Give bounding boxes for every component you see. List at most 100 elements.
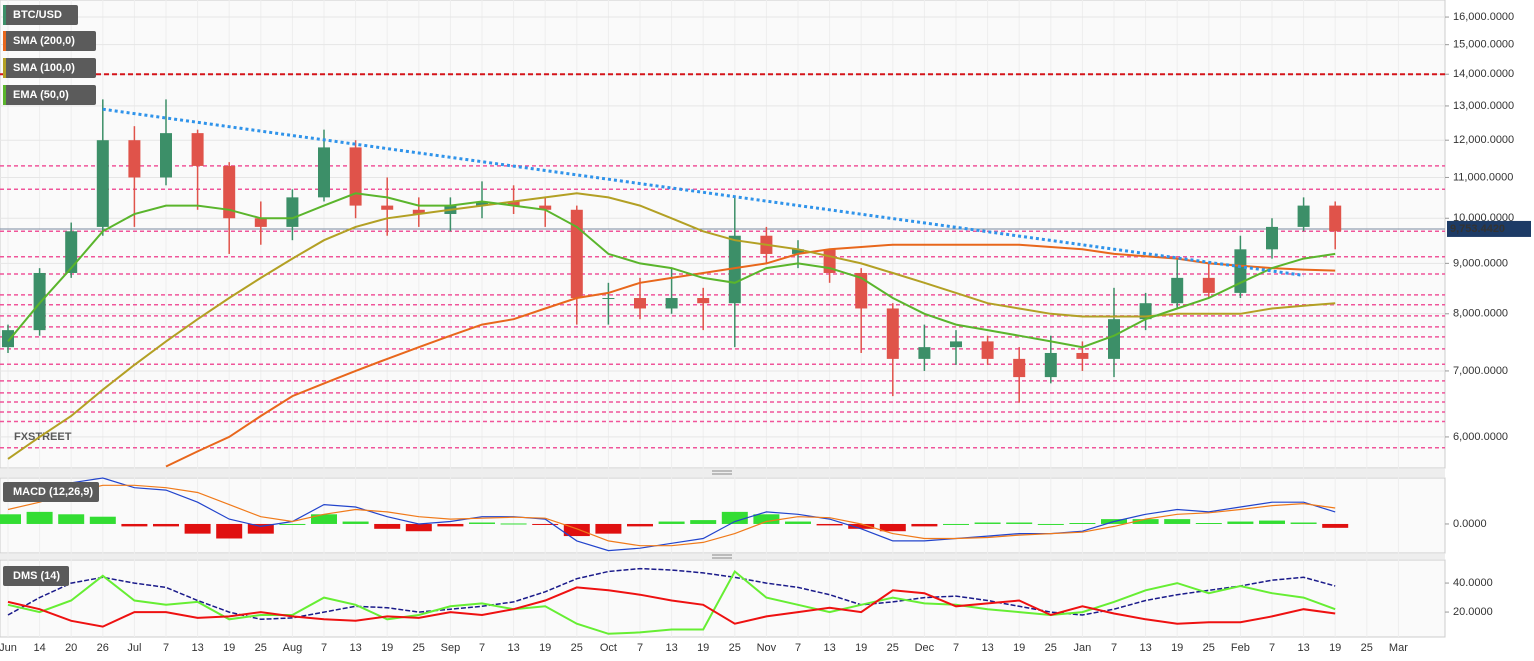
x-tick-label: Aug <box>283 642 303 654</box>
y-tick-label: 20.0000 <box>1453 606 1493 618</box>
minus-di-line <box>7 586 1336 628</box>
histogram-bar <box>0 514 21 524</box>
legend-text: SMA (100,0) <box>13 62 75 74</box>
candle-body <box>1234 249 1247 293</box>
histogram-bar <box>1290 522 1317 524</box>
histogram-bar <box>247 523 274 534</box>
candle-body <box>539 205 552 210</box>
histogram-bar <box>753 514 780 524</box>
candle-body <box>1013 358 1026 378</box>
y-tick-label: 6,000.0000 <box>1453 431 1508 443</box>
candle-body <box>33 272 46 331</box>
legend-box[interactable] <box>3 31 96 51</box>
legend-text: MACD (12,26,9) <box>13 486 93 498</box>
y-tick-label: 16,000.0000 <box>1453 11 1514 23</box>
x-tick-label: Jun <box>0 642 17 654</box>
x-tick-label: 13 <box>349 642 361 654</box>
x-tick-label: 13 <box>823 642 835 654</box>
candle-body <box>160 133 172 178</box>
x-tick-label: Nov <box>757 642 777 654</box>
candle-body <box>1076 352 1089 359</box>
histogram-bar <box>1164 519 1191 524</box>
histogram-bar <box>121 523 148 527</box>
histogram-bar <box>500 523 527 525</box>
legend-box[interactable] <box>3 58 96 78</box>
histogram-bar <box>1132 519 1159 524</box>
legend-box[interactable] <box>3 5 78 25</box>
y-tick-label: 0.0000 <box>1453 518 1487 530</box>
dms-panel <box>0 559 1446 638</box>
histogram-bar <box>816 523 843 526</box>
histogram-bar <box>943 523 969 525</box>
x-tick-label: 13 <box>507 642 519 654</box>
y-tick-label: 40.0000 <box>1453 577 1493 589</box>
last-price-label: 9,753.4420 <box>1450 223 1505 235</box>
histogram-bar <box>848 523 875 529</box>
x-tick-label: 19 <box>1329 642 1341 654</box>
y-tick-label: 9,000.0000 <box>1453 257 1508 269</box>
x-tick-label: 7 <box>637 642 643 654</box>
x-tick-label: 20 <box>65 642 77 654</box>
legend-box[interactable] <box>3 482 99 502</box>
candle-body <box>128 140 141 178</box>
candle-body <box>223 165 236 219</box>
candle-body <box>318 147 330 198</box>
x-tick-label: 7 <box>479 642 485 654</box>
candle-body <box>1202 277 1215 293</box>
candle-body <box>697 298 710 304</box>
x-tick-label: 13 <box>1139 642 1151 654</box>
histogram-bar <box>153 523 179 527</box>
x-tick-label: 13 <box>981 642 993 654</box>
candle-body <box>2 330 14 348</box>
x-tick-label: Mar <box>1389 642 1408 654</box>
legend-text: DMS (14) <box>13 570 60 582</box>
y-tick-label: 13,000.0000 <box>1453 100 1514 112</box>
histogram-bar <box>532 523 559 525</box>
candle-body <box>65 231 78 273</box>
x-tick-label: 25 <box>1361 642 1373 654</box>
legend-swatch <box>3 31 6 51</box>
x-tick-label: Feb <box>1231 642 1250 654</box>
candle-body <box>665 298 678 309</box>
candle-body <box>191 133 204 166</box>
panel-divider[interactable] <box>0 469 1445 477</box>
candle-body <box>254 218 267 227</box>
x-tick-label: Jan <box>1074 642 1092 654</box>
y-tick-label: 14,000.0000 <box>1453 68 1514 80</box>
histogram-bar <box>374 523 401 529</box>
candle-body <box>1266 226 1278 250</box>
legend-box[interactable] <box>3 566 69 586</box>
x-tick-label: 13 <box>665 642 677 654</box>
y-tick-label: 11,000.0000 <box>1453 171 1513 183</box>
x-tick-label: Jul <box>127 642 141 654</box>
candle-body <box>950 341 962 348</box>
legend-box[interactable] <box>3 85 96 105</box>
x-tick-label: 19 <box>1013 642 1025 654</box>
x-tick-label: 19 <box>381 642 393 654</box>
plus-di-line <box>7 569 1336 635</box>
candle-body <box>476 201 488 206</box>
candle-body <box>349 147 362 206</box>
x-tick-label: 14 <box>33 642 45 654</box>
x-tick-label: 25 <box>1203 642 1215 654</box>
x-tick-label: Dec <box>915 642 935 654</box>
panel-divider[interactable] <box>0 554 1445 559</box>
histogram-bar <box>1195 523 1222 524</box>
candle-body <box>634 298 646 309</box>
histogram-bar <box>911 523 938 527</box>
candle-body <box>792 249 804 254</box>
histogram-bar <box>595 523 622 534</box>
histogram-bar <box>627 523 653 527</box>
x-tick-label: 7 <box>1111 642 1117 654</box>
histogram-bar <box>26 511 53 524</box>
x-tick-label: 25 <box>255 642 267 654</box>
signal-line <box>7 484 1336 547</box>
histogram-bar <box>879 523 906 532</box>
histogram-bar <box>1259 520 1285 524</box>
x-tick-label: 25 <box>413 642 425 654</box>
x-tick-label: 13 <box>1297 642 1309 654</box>
histogram-bar <box>1006 522 1033 524</box>
x-tick-label: 7 <box>163 642 169 654</box>
histogram-bar <box>690 520 717 524</box>
x-tick-label: 19 <box>697 642 709 654</box>
